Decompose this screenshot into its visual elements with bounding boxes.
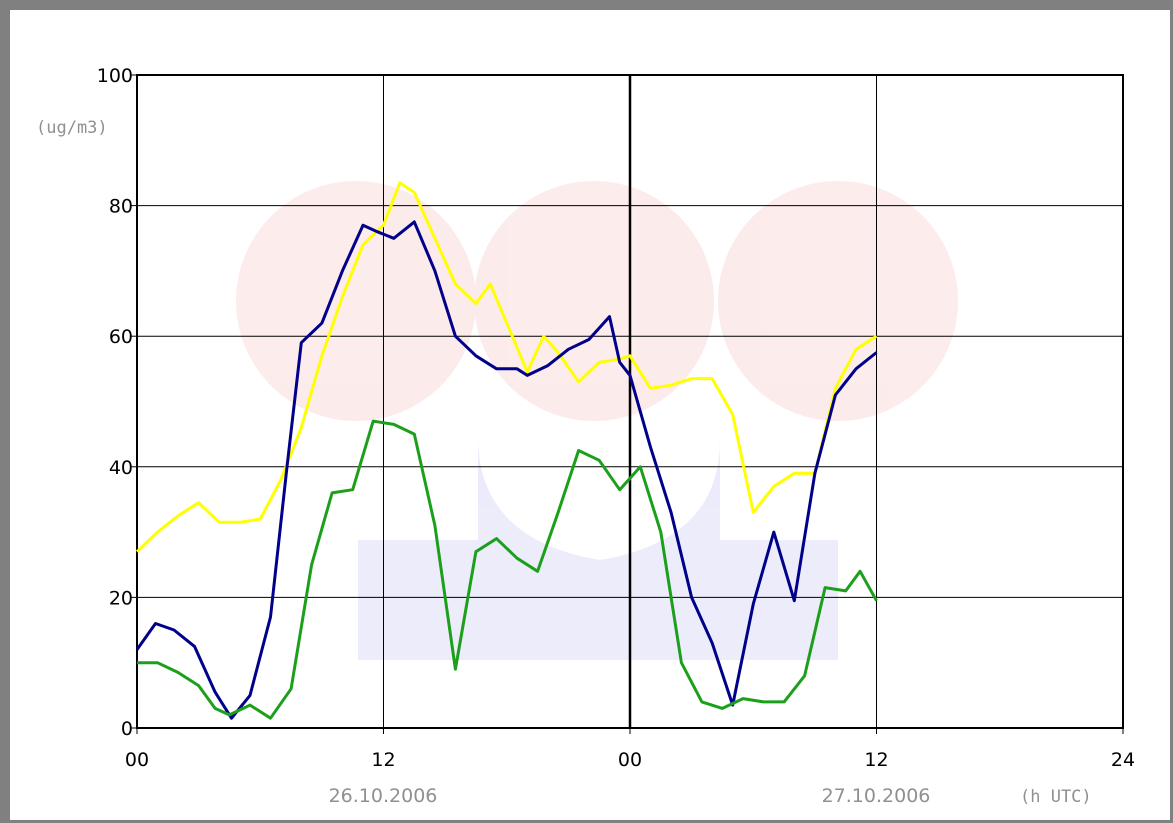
date-label-1: 26.10.2006 <box>329 785 438 807</box>
watermark-logo <box>236 181 958 660</box>
x-tick-label: 12 <box>864 749 888 771</box>
x-tick-label: 00 <box>618 749 642 771</box>
y-tick-labels: 0 20 40 60 80 100 <box>97 65 137 740</box>
date-label-2: 27.10.2006 <box>822 785 931 807</box>
series-line-3 <box>137 419 878 720</box>
y-tick-label: 60 <box>109 326 133 348</box>
y-tick-label: 20 <box>109 587 133 609</box>
y-tick-label: 80 <box>109 196 133 218</box>
series-line-2 <box>135 220 878 720</box>
x-tick-label: 24 <box>1111 749 1135 771</box>
y-tick-label: 100 <box>97 65 133 87</box>
grid <box>137 75 1123 728</box>
series-line-1 <box>135 181 878 553</box>
y-axis-label: (ug/m3) <box>36 118 108 138</box>
x-axis-label: (h UTC) <box>1020 787 1092 807</box>
series-lines <box>135 181 878 720</box>
y-tick-label: 40 <box>109 457 133 479</box>
x-tick-label: 00 <box>125 749 149 771</box>
y-tick-label: 0 <box>121 718 133 740</box>
x-tick-label: 12 <box>371 749 395 771</box>
x-tick-labels: 00 12 00 12 24 <box>125 728 1135 771</box>
